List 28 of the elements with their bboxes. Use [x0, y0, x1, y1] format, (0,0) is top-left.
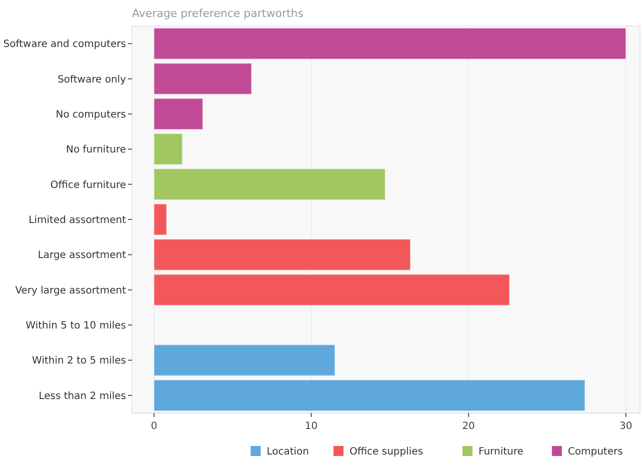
bar	[154, 204, 168, 236]
x-tick-label: 30	[619, 421, 632, 432]
bar	[154, 274, 510, 306]
y-tick-label: Large assortment	[38, 250, 126, 262]
x-tick-label: 10	[304, 421, 318, 432]
x-tick-label: 20	[462, 421, 475, 432]
y-tick-label: No furniture	[66, 144, 126, 156]
y-tick-label: Less than 2 miles	[38, 390, 126, 402]
y-tick-label: Software and computers	[3, 39, 126, 50]
legend-label: Office supplies	[350, 446, 424, 458]
y-tick-label: Office furniture	[50, 180, 126, 191]
y-tick-label: Within 5 to 10 miles	[26, 320, 126, 332]
bar	[154, 98, 204, 130]
bar	[154, 344, 336, 376]
bar	[154, 62, 252, 95]
y-tick-label: Within 2 to 5 miles	[32, 356, 126, 367]
y-tick-label: Limited assortment	[28, 215, 126, 226]
y-tick-label: Very large assortment	[15, 285, 126, 296]
x-tick-label: 0	[150, 421, 158, 432]
bar	[154, 133, 183, 166]
bar	[154, 168, 386, 200]
bar	[154, 238, 411, 271]
legend-label: Location	[266, 446, 309, 458]
y-tick-label: Software only	[58, 74, 126, 86]
y-tick-label: No computers	[56, 109, 126, 120]
chart-title: Average preference partworths	[132, 7, 304, 20]
legend-label: Computers	[568, 446, 623, 458]
legend-label: Furniture	[478, 446, 524, 458]
